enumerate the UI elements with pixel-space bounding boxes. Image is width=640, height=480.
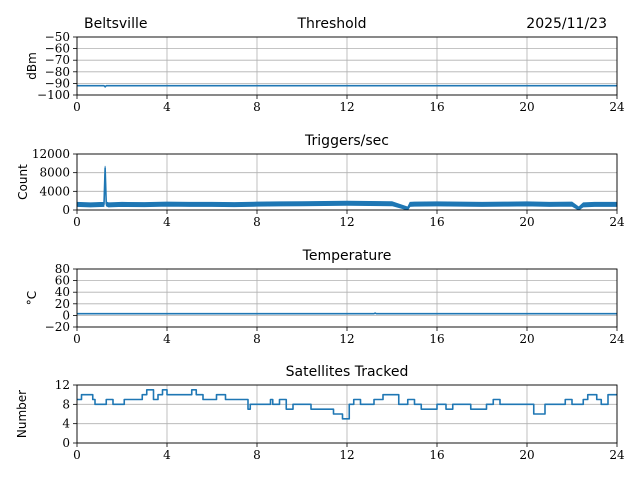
y-tick-label: −80 — [45, 65, 70, 79]
x-tick-label: 0 — [73, 215, 81, 229]
y-tick-label: 12 — [55, 378, 70, 392]
report-date: 2025/11/23 — [526, 16, 607, 32]
y-tick-label: 12000 — [32, 147, 70, 161]
x-tick-label: 24 — [609, 332, 625, 346]
x-tick-label: 24 — [609, 215, 625, 229]
y-axis-label: Number — [15, 390, 29, 438]
y-tick-label: 60 — [55, 274, 70, 288]
x-tick-label: 12 — [339, 215, 354, 229]
panel-2: 0 4 8 12 16 20 24 12000 8000 4000 0 Triggers/sec Cou… — [16, 133, 625, 229]
x-tick-label: 16 — [429, 448, 444, 462]
panel-title: Satellites Tracked — [286, 364, 409, 380]
y-tick-label: 0 — [62, 308, 70, 322]
station-name: Beltsville — [84, 16, 147, 32]
x-tick-label: 24 — [609, 448, 625, 462]
x-tick-label: 16 — [429, 215, 444, 229]
x-tick-label: 12 — [339, 332, 354, 346]
y-tick-label: −20 — [45, 320, 70, 334]
y-tick-label: 4000 — [39, 184, 70, 198]
y-tick-label: 0 — [62, 203, 70, 217]
y-tick-label: 8000 — [39, 166, 70, 180]
x-tick-label: 16 — [429, 332, 444, 346]
x-tick-label: 4 — [163, 332, 171, 346]
threshold-title: Threshold — [297, 16, 367, 32]
x-tick-label: 8 — [253, 215, 261, 229]
x-tick-label: 8 — [253, 448, 261, 462]
series-line-1 — [77, 312, 617, 315]
y-tick-label: 8 — [62, 397, 70, 411]
x-tick-label: 0 — [73, 448, 81, 462]
y-axis-label: Count — [16, 164, 30, 200]
panel-4: 0 4 8 12 16 20 24 12 8 4 0 Satellites Tracked Number — [15, 364, 625, 462]
y-tick-label: 4 — [62, 417, 70, 431]
plot-frame — [76, 36, 618, 96]
x-tick-label: 24 — [609, 100, 625, 114]
x-tick-label: 12 — [339, 100, 354, 114]
plot-frame — [76, 153, 618, 211]
y-tick-label: −70 — [45, 53, 70, 67]
y-axis-label: °C — [25, 291, 39, 305]
x-tick-label: 20 — [519, 100, 534, 114]
x-tick-label: 0 — [73, 332, 81, 346]
x-tick-label: 0 — [73, 100, 81, 114]
x-tick-label: 4 — [163, 448, 171, 462]
x-tick-label: 8 — [253, 332, 261, 346]
plot-frame — [76, 384, 618, 444]
y-tick-label: 20 — [55, 297, 70, 311]
y-tick-label: −50 — [45, 30, 70, 44]
x-tick-label: 4 — [163, 100, 171, 114]
panel-title: Temperature — [302, 248, 392, 264]
y-tick-label: −60 — [45, 42, 70, 56]
x-tick-label: 8 — [253, 100, 261, 114]
x-tick-label: 20 — [519, 448, 534, 462]
panel-title: Triggers/sec — [304, 133, 389, 149]
x-tick-label: 16 — [429, 100, 444, 114]
x-tick-label: 20 — [519, 332, 534, 346]
y-tick-label: −90 — [45, 76, 70, 90]
series-line-1 — [76, 167, 617, 210]
y-tick-label: 80 — [55, 262, 70, 276]
x-tick-label: 20 — [519, 215, 534, 229]
panel-1: 0 4 8 12 16 20 24 −50−60−70−80−90−100 dBm — [25, 30, 625, 114]
series-line-1 — [77, 389, 617, 420]
y-axis-label: dBm — [25, 52, 39, 80]
y-tick-label: 0 — [62, 436, 70, 450]
plot-frame — [76, 268, 618, 328]
chart-panels: 0 4 8 12 16 20 24 −50−60−70−80−90−100 dBm 0 4 8 12 16… — [15, 30, 625, 462]
y-tick-label: −100 — [37, 88, 70, 102]
y-tick-label: 40 — [55, 285, 70, 299]
x-tick-label: 12 — [339, 448, 354, 462]
series-line-1 — [77, 84, 617, 88]
x-tick-label: 4 — [163, 215, 171, 229]
